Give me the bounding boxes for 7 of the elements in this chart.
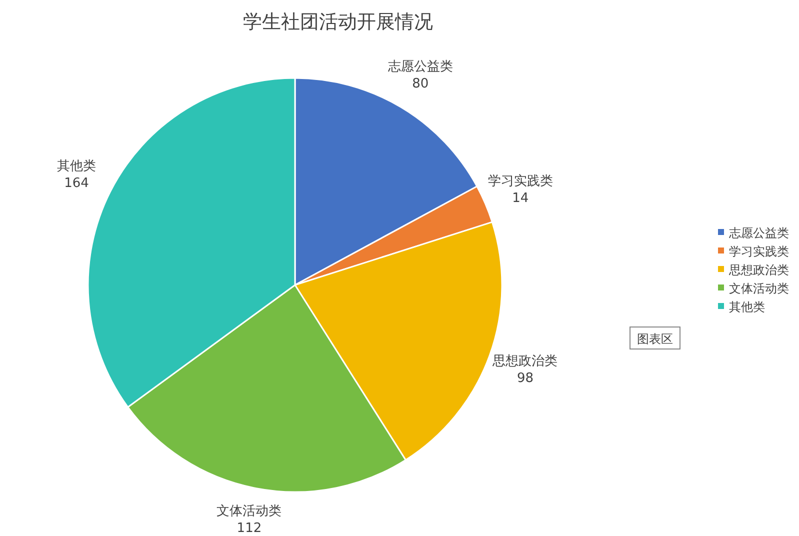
annotation: 图表区 (630, 326, 680, 350)
legend-label: 其他类 (729, 300, 765, 314)
legend-label: 学习实践类 (729, 244, 789, 258)
legend-label: 文体活动类 (729, 282, 789, 296)
legend-label: 思想政治类 (728, 263, 789, 277)
chart-title: 学生社团活动开展情况 (243, 11, 433, 33)
legend-label: 志愿公益类 (729, 226, 789, 240)
